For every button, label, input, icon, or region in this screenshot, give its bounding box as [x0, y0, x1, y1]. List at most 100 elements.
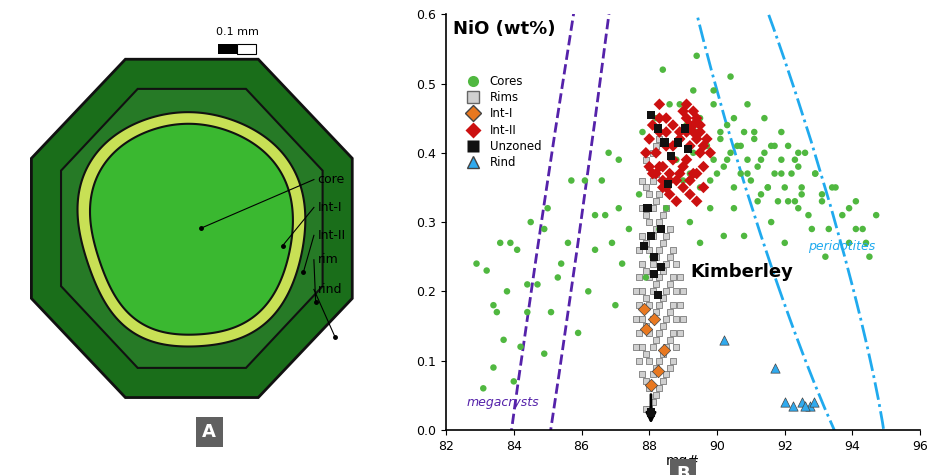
Point [639, 322, 654, 330]
Point [655, 177, 670, 184]
Point [658, 370, 673, 378]
Point [649, 336, 664, 343]
Point [639, 294, 654, 302]
Point [611, 204, 626, 212]
Point [654, 225, 669, 233]
Point [848, 225, 863, 233]
Point [669, 287, 684, 295]
Point [676, 315, 691, 323]
Point [696, 163, 711, 171]
Point [645, 121, 660, 129]
Point [658, 343, 673, 351]
Point [767, 142, 782, 150]
Text: peridotites: peridotites [808, 240, 876, 253]
Point [696, 163, 711, 171]
Point [469, 260, 484, 267]
Point [486, 364, 501, 371]
Point [771, 198, 786, 205]
Point [753, 190, 768, 198]
Point [588, 246, 603, 254]
Point [780, 198, 795, 205]
Point [615, 260, 630, 267]
Point [685, 170, 700, 177]
Point [676, 177, 691, 184]
Point [649, 391, 664, 399]
Point [672, 170, 687, 177]
Point [652, 163, 667, 171]
Point [794, 399, 809, 406]
Point [672, 101, 687, 108]
Point [774, 128, 789, 136]
Point [652, 101, 667, 108]
Point [706, 86, 721, 94]
Point [655, 184, 670, 191]
Point [669, 315, 684, 323]
Point [736, 232, 751, 240]
Point [647, 270, 662, 278]
Point [855, 225, 870, 233]
Point [662, 177, 677, 184]
Point [693, 239, 708, 247]
X-axis label: mg#: mg# [666, 454, 700, 468]
Polygon shape [61, 89, 323, 368]
Point [611, 156, 626, 163]
Point [649, 170, 664, 177]
Point [649, 114, 664, 122]
Point [672, 135, 687, 142]
Point [676, 287, 691, 295]
Point [655, 350, 670, 358]
Point [662, 101, 677, 108]
Point [710, 170, 725, 177]
Point [500, 287, 515, 295]
Point [669, 177, 684, 184]
Point [744, 177, 759, 184]
Point [814, 190, 829, 198]
Point [645, 315, 660, 323]
Point [554, 260, 569, 267]
Point [689, 170, 704, 177]
Point [693, 149, 708, 157]
Point [788, 156, 803, 163]
Point [761, 184, 776, 191]
Point [655, 211, 670, 219]
Point [862, 253, 877, 260]
Point [763, 142, 778, 150]
Point [750, 163, 765, 171]
Point [700, 142, 715, 150]
Point [672, 329, 687, 337]
Point [666, 142, 681, 150]
Point [740, 170, 755, 177]
Point [706, 101, 721, 108]
Point [683, 170, 698, 177]
Point [693, 184, 708, 191]
Point [639, 350, 654, 358]
Point [632, 357, 647, 364]
Point [537, 350, 552, 358]
Point [669, 198, 684, 205]
Point [685, 107, 700, 115]
Point [693, 114, 708, 122]
Point [689, 128, 704, 136]
Point [685, 149, 700, 157]
Point [655, 66, 670, 74]
Point [645, 370, 660, 378]
Point [635, 128, 650, 136]
Point [666, 274, 681, 281]
Point [635, 177, 650, 184]
Bar [238, 44, 256, 54]
Point [662, 281, 677, 288]
Point [666, 329, 681, 337]
Point [645, 177, 660, 184]
Point [679, 101, 694, 108]
Point [677, 125, 692, 133]
Point [696, 184, 711, 191]
Point [683, 142, 698, 150]
Point [639, 184, 654, 191]
Point [658, 204, 673, 212]
Point [643, 232, 658, 240]
Point [676, 184, 691, 191]
Point [641, 274, 656, 281]
Point [676, 107, 691, 115]
Point [643, 409, 658, 417]
Point [639, 149, 654, 157]
